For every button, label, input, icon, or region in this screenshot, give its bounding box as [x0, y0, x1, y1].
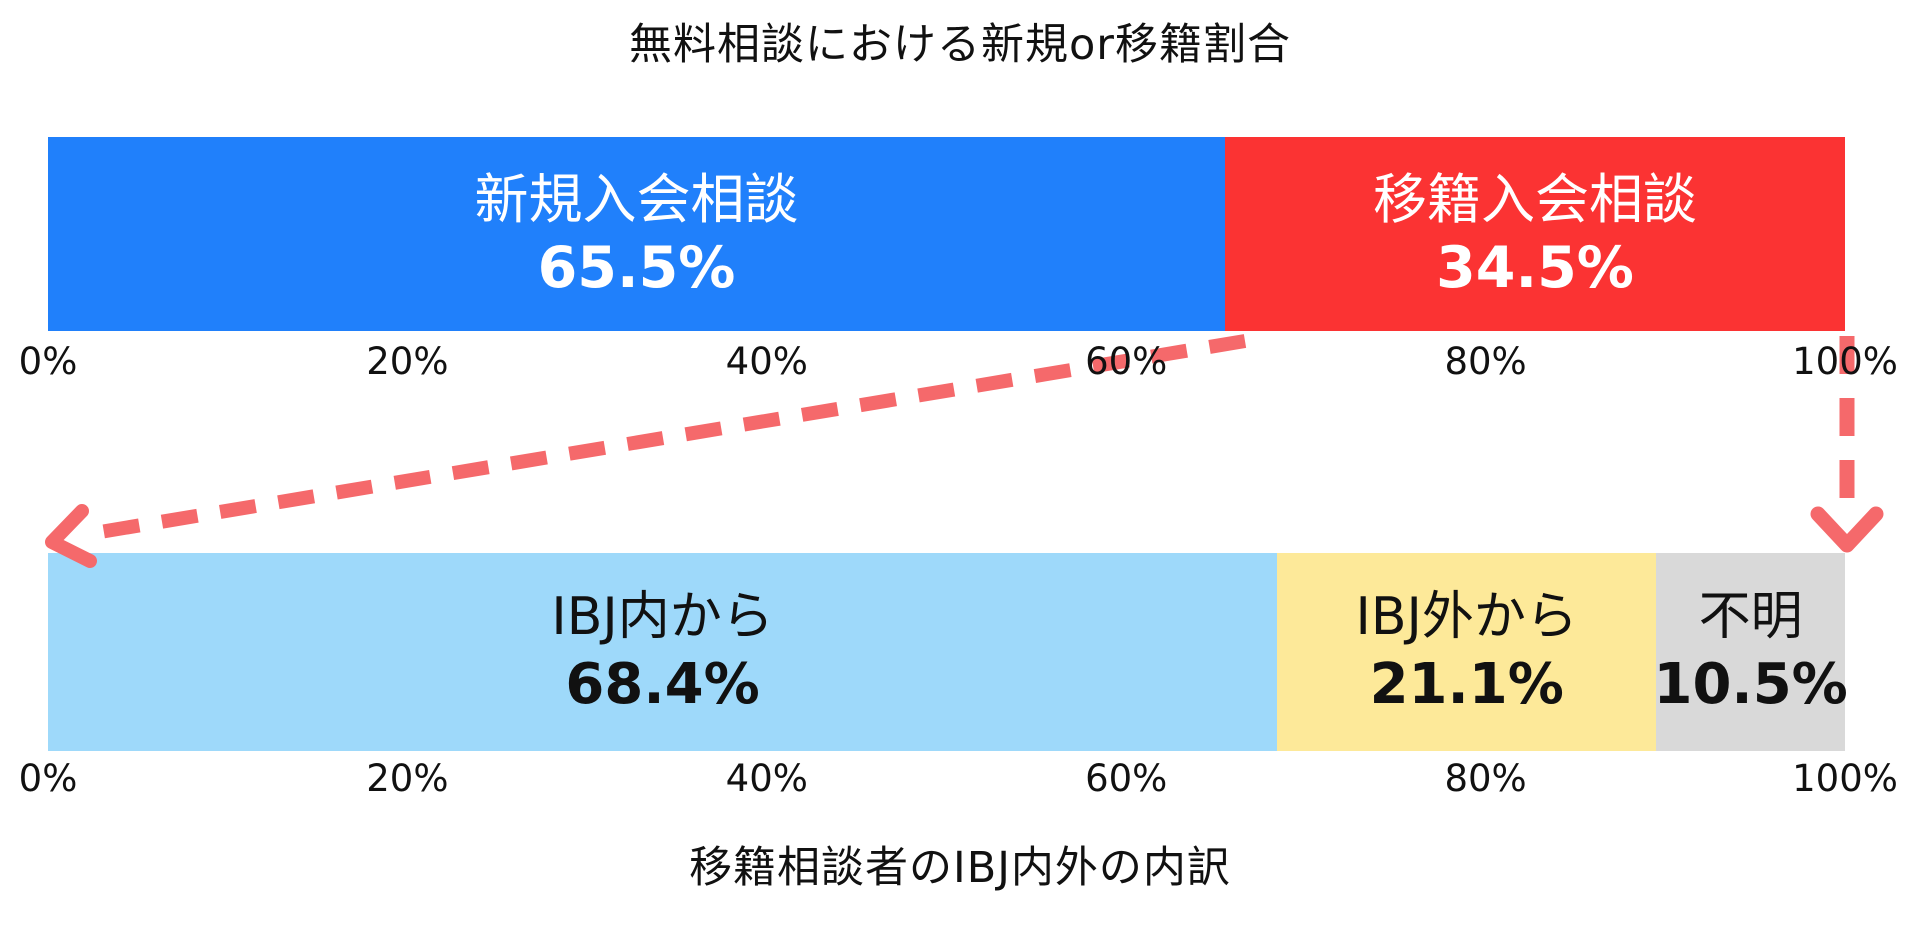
top-x-axis: 0% 20% 40% 60% 80% 100% [19, 340, 1898, 388]
tick-label: 60% [1085, 340, 1168, 383]
tick-label: 20% [366, 340, 449, 383]
segment-transfer-membership: 移籍入会相談 34.5% [1225, 137, 1845, 331]
bottom-chart-title: 移籍相談者のIBJ内外の内訳 [689, 843, 1231, 893]
segment-ibj-outside: IBJ外から 21.1% [1277, 553, 1657, 751]
segment-percent: 65.5% [537, 234, 736, 301]
tick-label: 80% [1444, 340, 1527, 383]
segment-unknown: 不明 10.5% [1653, 553, 1848, 751]
tick-label: 40% [725, 757, 808, 800]
tick-label: 20% [366, 757, 449, 800]
tick-label: 0% [18, 757, 78, 800]
tick-label: 0% [18, 340, 78, 383]
top-chart-title: 無料相談における新規or移籍割合 [629, 20, 1291, 70]
segment-percent: 21.1% [1369, 652, 1564, 718]
bottom-x-axis: 0% 20% 40% 60% 80% 100% [19, 757, 1898, 805]
segment-percent: 10.5% [1653, 652, 1848, 718]
segment-new-membership: 新規入会相談 65.5% [48, 137, 1226, 331]
tick-label: 100% [1792, 757, 1898, 800]
segment-label: 移籍入会相談 [1373, 167, 1697, 231]
tick-label: 100% [1792, 340, 1898, 383]
tick-label: 40% [725, 340, 808, 383]
top-stacked-bar: 新規入会相談 65.5% 移籍入会相談 34.5% [48, 137, 1845, 331]
tick-label: 80% [1444, 757, 1527, 800]
segment-percent: 34.5% [1436, 234, 1634, 301]
tick-label: 60% [1085, 757, 1168, 800]
hundred-percent-arrow-head [1810, 506, 1884, 553]
segment-label: 不明 [1698, 587, 1803, 648]
segment-label: IBJ外から [1355, 587, 1578, 648]
segment-label: 新規入会相談 [474, 167, 799, 231]
bottom-stacked-bar: IBJ内から 68.4% IBJ外から 21.1% 不明 10.5% [48, 553, 1848, 751]
segment-percent: 68.4% [565, 652, 760, 718]
segment-label: IBJ内から [551, 587, 774, 648]
segment-ibj-inside: IBJ内から 68.4% [48, 553, 1278, 751]
